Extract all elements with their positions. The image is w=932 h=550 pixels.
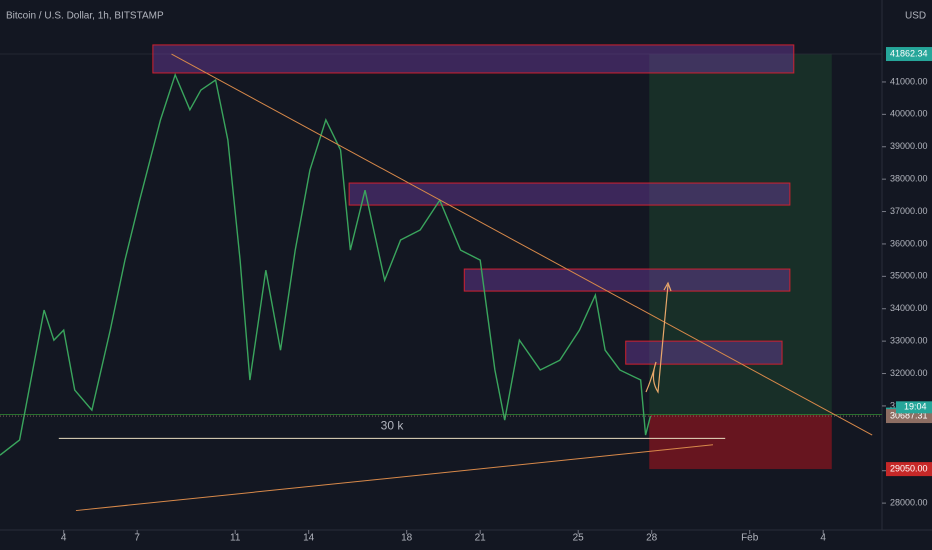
y-tick-label: 36000.00 xyxy=(890,238,928,248)
y-tick-label: 32000.00 xyxy=(890,368,928,378)
arrow-head xyxy=(663,281,672,292)
x-tick-label: 25 xyxy=(573,533,585,544)
stop-tag-label: 29050.00 xyxy=(890,463,928,473)
y-tick-label: 38000.00 xyxy=(890,174,928,184)
plot: 30 k xyxy=(0,44,882,512)
y-tick-label: 37000.00 xyxy=(890,206,928,216)
stop-tag xyxy=(886,462,932,477)
chart-title: Bitcoin / U.S. Dollar, 1h, BITSTAMP xyxy=(6,11,164,22)
y-tick-label: 41000.00 xyxy=(890,76,928,86)
trendline-label: 30 k xyxy=(381,418,405,432)
x-tick-label: 28 xyxy=(646,533,658,544)
currency: USD xyxy=(905,11,926,22)
x-tick-label: 7 xyxy=(134,533,140,544)
price-line xyxy=(0,72,652,456)
y-tick-label: 39000.00 xyxy=(890,141,928,151)
x-tick-label: 18 xyxy=(401,533,413,544)
profit-zone xyxy=(649,54,832,415)
zone xyxy=(152,44,795,74)
y-tick-label: 33000.00 xyxy=(890,336,928,346)
zone xyxy=(348,182,791,206)
y-tick-label: 35000.00 xyxy=(890,271,928,281)
countdown: 19:04 xyxy=(904,402,927,412)
target-tag-label: 41862.34 xyxy=(890,48,928,58)
target-tag xyxy=(886,47,932,62)
x-tick-label: 11 xyxy=(230,533,241,544)
trendline xyxy=(171,53,873,436)
y-tick-label: 28000.00 xyxy=(890,497,928,507)
current-price-tag-label: 30687.31 xyxy=(890,410,928,420)
loss-zone xyxy=(649,414,832,470)
zone xyxy=(463,268,791,292)
zone xyxy=(625,340,783,365)
y-tick-label: 34000.00 xyxy=(890,303,928,313)
x-tick-label: Feb xyxy=(741,533,759,544)
projection-arrow xyxy=(645,284,669,394)
x-tick-label: 4 xyxy=(61,533,67,544)
x-tick-label: 21 xyxy=(475,533,487,544)
x-tick-label: 14 xyxy=(303,533,315,544)
countdown-box xyxy=(896,401,932,414)
x-tick-label: 4 xyxy=(820,533,826,544)
y-tick-label: 40000.00 xyxy=(890,109,928,119)
trendline xyxy=(75,444,714,512)
